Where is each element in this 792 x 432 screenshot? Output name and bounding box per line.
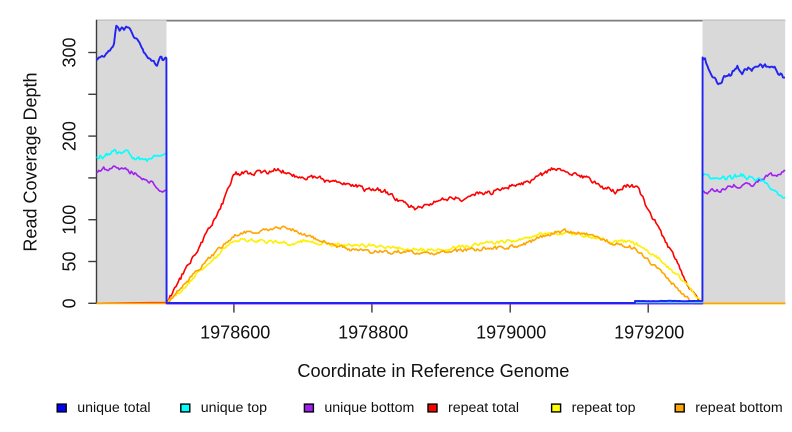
- svg-text:unique top: unique top: [201, 400, 267, 416]
- svg-text:50: 50: [60, 251, 80, 271]
- svg-text:repeat bottom: repeat bottom: [695, 400, 783, 416]
- svg-text:Coordinate in Reference Genome: Coordinate in Reference Genome: [297, 361, 569, 381]
- svg-text:1979200: 1979200: [614, 323, 684, 343]
- svg-text:300: 300: [60, 37, 80, 67]
- svg-text:unique total: unique total: [77, 400, 150, 416]
- svg-text:0: 0: [60, 298, 80, 308]
- svg-text:1978600: 1978600: [200, 323, 270, 343]
- svg-text:200: 200: [60, 121, 80, 151]
- svg-text:unique bottom: unique bottom: [324, 400, 414, 416]
- svg-text:repeat total: repeat total: [448, 400, 519, 416]
- svg-text:repeat top: repeat top: [572, 400, 636, 416]
- svg-text:Read Coverage Depth: Read Coverage Depth: [21, 72, 41, 251]
- svg-text:1979000: 1979000: [476, 323, 546, 343]
- svg-text:100: 100: [60, 205, 80, 235]
- svg-text:1978800: 1978800: [338, 323, 408, 343]
